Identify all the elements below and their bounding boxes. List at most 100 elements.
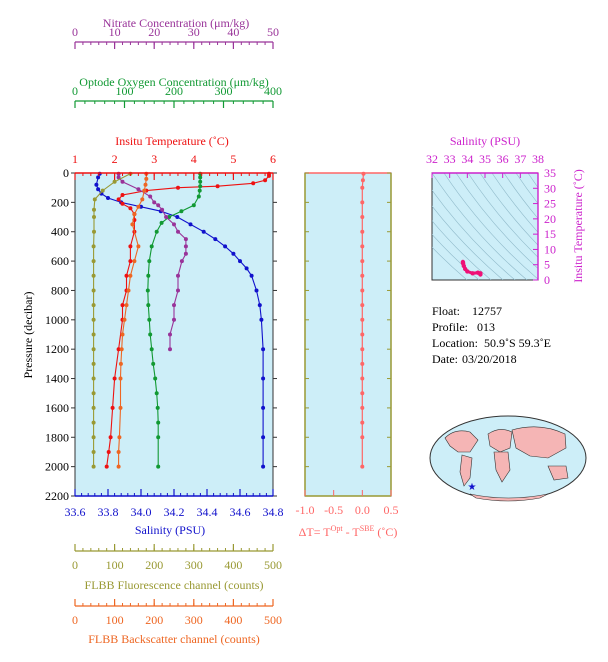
location-value: 50.9˚S 59.3˚E	[484, 336, 551, 350]
backscatter-tick-label-500: 500	[264, 613, 282, 627]
series-point-salinity	[244, 266, 249, 271]
series-point-nitrate	[179, 259, 184, 264]
series-point-temperature	[263, 178, 268, 183]
delta-t-point	[360, 376, 365, 381]
oxygen-tick-label-100: 100	[116, 84, 134, 98]
series-point-oxygen	[154, 391, 159, 396]
ts-xtick-label-37: 37	[514, 152, 526, 166]
salinity-tick-label-33.8: 33.8	[98, 505, 119, 519]
delta-t-point	[360, 361, 365, 366]
ts-xtick-label-34: 34	[461, 152, 473, 166]
series-point-fluorescence	[91, 376, 96, 381]
delta-t-point	[360, 332, 365, 337]
series-point-fluorescence	[92, 197, 97, 202]
backscatter-axis-title: FLBB Backscatter channel (counts)	[88, 632, 260, 646]
series-point-temperature	[267, 173, 271, 178]
ts-density-contour	[432, 173, 528, 280]
delta-t-point	[360, 391, 365, 396]
delta-t-point	[360, 200, 365, 205]
series-point-backscatter	[118, 361, 123, 366]
series-point-nitrate	[183, 251, 188, 256]
series-point-oxygen	[154, 229, 159, 234]
series-point-temperature	[120, 201, 125, 206]
backscatter-tick-label-300: 300	[185, 613, 203, 627]
pressure-tick-label-800: 800	[51, 283, 69, 297]
pressure-tick-label-1600: 1600	[45, 401, 69, 415]
ts-density-contour	[432, 205, 504, 280]
map-land-antarctica	[469, 493, 549, 502]
series-point-backscatter	[143, 182, 148, 187]
delta-t-point	[360, 259, 365, 264]
pressure-tick-label-0: 0	[63, 166, 69, 180]
series-point-temperature	[128, 244, 133, 249]
series-point-backscatter	[128, 273, 133, 278]
series-point-oxygen	[156, 420, 161, 425]
series-point-oxygen	[156, 464, 161, 469]
delta-t-tick-label-0.5: 0.5	[384, 503, 399, 517]
series-point-oxygen	[155, 405, 160, 410]
world-map: ★	[429, 415, 587, 502]
series-point-nitrate	[148, 194, 153, 199]
series-point-oxygen	[153, 376, 158, 381]
series-point-temperature	[215, 184, 220, 189]
map-land-americas-north	[444, 430, 479, 453]
series-point-oxygen	[147, 317, 152, 322]
delta-t-tick-label-0.0: 0.0	[355, 503, 370, 517]
series-point-oxygen	[146, 273, 151, 278]
ts-density-contour	[432, 220, 492, 280]
ts-density-contour	[443, 173, 538, 280]
ts-xtick-label-33: 33	[444, 152, 456, 166]
date-label: Date:	[432, 352, 458, 366]
series-point-temperature	[120, 303, 125, 308]
salinity-tick-label-34.8: 34.8	[263, 505, 284, 519]
pressure-tick-label-2200: 2200	[45, 489, 69, 503]
series-point-backscatter	[132, 259, 137, 264]
pressure-axis-label: Pressure (decibar)	[21, 292, 35, 379]
series-point-salinity	[213, 237, 218, 242]
fluorescence-tick-label-0: 0	[72, 558, 78, 572]
fluorescence-tick-label-200: 200	[145, 558, 163, 572]
delta-t-point	[360, 464, 365, 469]
delta-t-point	[360, 215, 365, 219]
main-profile-panel: 0 200 400 600 800 1000 1200 1400 1600 1800 2000 220…	[21, 166, 277, 503]
profile-label: Profile:	[432, 320, 468, 334]
series-point-nitrate	[176, 288, 180, 293]
pressure-axis: 0 200 400 600 800 1000 1200 1400 1600 1800 2000 220…	[45, 166, 277, 503]
series-point-nitrate	[120, 179, 125, 184]
backscatter-tick-label-400: 400	[224, 613, 242, 627]
ts-point	[465, 269, 470, 274]
series-point-temperature	[110, 405, 115, 410]
series-point-salinity	[94, 182, 99, 187]
series-point-fluorescence	[91, 391, 96, 396]
ts-ytick-label-10: 10	[544, 242, 556, 256]
delta-t-point	[360, 288, 365, 293]
series-point-salinity	[238, 259, 242, 264]
fluorescence-axis-title: FLBB Fluorescence channel (counts)	[85, 578, 264, 592]
map-land-australia	[547, 465, 569, 481]
delta-t-axis-label: ΔT= TOpt - TSBE (˚C)	[299, 524, 398, 539]
ts-point	[478, 272, 483, 277]
pressure-tick-label-1800: 1800	[45, 430, 69, 444]
series-point-fluorescence	[91, 244, 96, 249]
series-point-temperature	[116, 347, 121, 352]
series-point-oxygen	[198, 179, 203, 184]
series-point-nitrate	[183, 237, 188, 242]
salinity-tick-label-34.4: 34.4	[197, 505, 218, 519]
backscatter-tick-label-200: 200	[145, 613, 163, 627]
map-land-asia	[511, 426, 567, 459]
ts-density-contour	[432, 246, 468, 280]
delta-t-series-group	[360, 171, 366, 469]
series-point-salinity	[261, 376, 266, 381]
series-point-temperature	[124, 273, 129, 278]
series-point-salinity	[188, 222, 193, 227]
delta-t-point	[360, 185, 365, 190]
salinity-tick-label-33.6: 33.6	[65, 505, 86, 519]
ts-ytick-label-5: 5	[544, 258, 550, 272]
series-point-backscatter	[142, 188, 147, 193]
series-point-salinity	[261, 464, 266, 469]
delta-t-point	[360, 244, 365, 249]
ts-ytick-label-0: 0	[544, 273, 550, 287]
series-point-nitrate	[116, 175, 121, 180]
